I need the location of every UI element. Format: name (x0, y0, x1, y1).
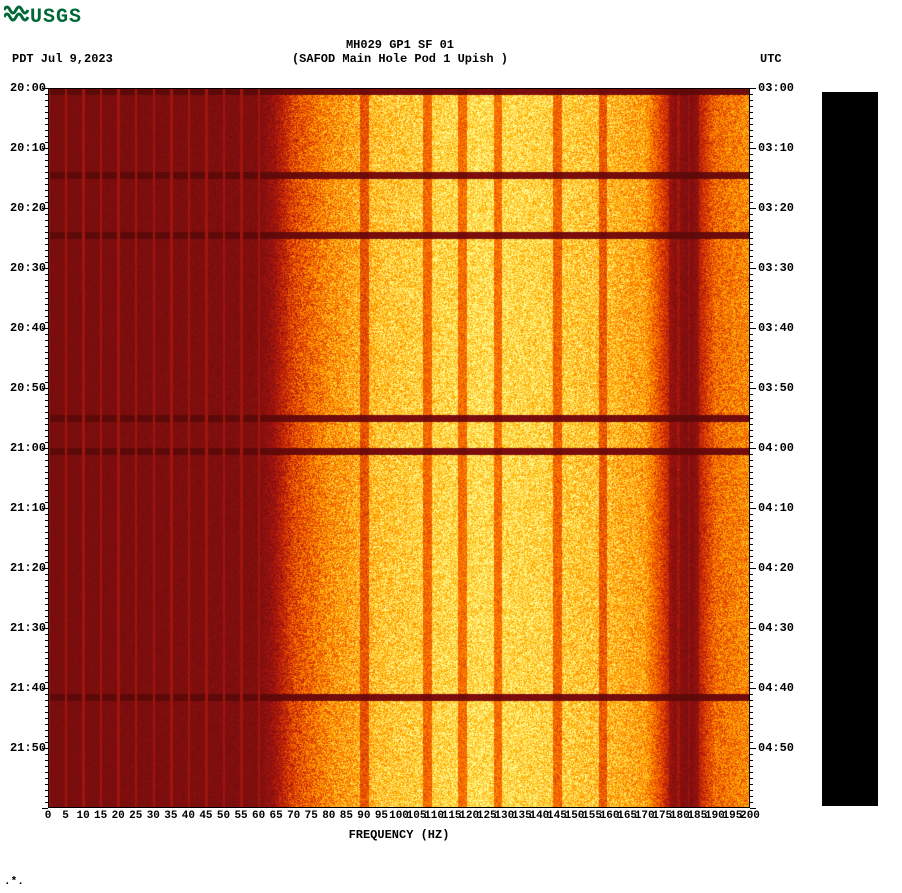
x-tick: 5 (62, 810, 69, 822)
x-axis-ticks: 0510152025303540455055606570758085909510… (48, 810, 750, 826)
colorbar (822, 92, 878, 806)
x-tick: 60 (252, 810, 265, 822)
y-tick-right: 04:50 (758, 741, 794, 755)
y-tick-right: 04:40 (758, 681, 794, 695)
y-tick-right: 04:30 (758, 621, 794, 635)
footnote: .*. (4, 876, 24, 888)
x-tick: 80 (322, 810, 335, 822)
y-tick-right: 03:20 (758, 201, 794, 215)
x-tick: 25 (129, 810, 142, 822)
chart-title-line2: (SAFOD Main Hole Pod 1 Upish ) (0, 52, 800, 66)
y-tick-left: 20:50 (10, 381, 46, 395)
x-axis-label: FREQUENCY (HZ) (48, 828, 750, 842)
y-tick-left: 21:20 (10, 561, 46, 575)
y-tick-right: 03:30 (758, 261, 794, 275)
x-tick: 55 (234, 810, 247, 822)
x-tick: 40 (182, 810, 195, 822)
spectrogram-canvas (48, 88, 750, 808)
y-tick-left: 20:00 (10, 81, 46, 95)
x-tick: 95 (375, 810, 388, 822)
y-tick-left: 21:00 (10, 441, 46, 455)
y-axis-right-ticks: 03:0003:1003:2003:3003:4003:5004:0004:10… (752, 88, 802, 808)
y-tick-right: 03:00 (758, 81, 794, 95)
y-tick-left: 21:40 (10, 681, 46, 695)
x-tick: 10 (76, 810, 89, 822)
y-tick-right: 03:50 (758, 381, 794, 395)
x-tick: 15 (94, 810, 107, 822)
y-tick-right: 04:10 (758, 501, 794, 515)
x-tick: 0 (45, 810, 52, 822)
usgs-wave-icon (4, 4, 30, 29)
y-tick-left: 20:10 (10, 141, 46, 155)
x-tick: 200 (740, 810, 760, 822)
header-date-left: PDT Jul 9,2023 (12, 52, 113, 66)
x-tick: 85 (340, 810, 353, 822)
header-tz-right: UTC (760, 52, 782, 66)
y-tick-left: 21:30 (10, 621, 46, 635)
y-tick-left: 21:50 (10, 741, 46, 755)
usgs-logo-text: USGS (30, 6, 82, 29)
y-tick-right: 04:20 (758, 561, 794, 575)
x-tick: 20 (112, 810, 125, 822)
x-tick: 65 (270, 810, 283, 822)
y-tick-right: 04:00 (758, 441, 794, 455)
usgs-logo: USGS (4, 4, 82, 29)
y-tick-left: 21:10 (10, 501, 46, 515)
x-tick: 50 (217, 810, 230, 822)
y-tick-right: 03:10 (758, 141, 794, 155)
y-tick-left: 20:20 (10, 201, 46, 215)
spectrogram-plot (48, 88, 750, 808)
y-tick-left: 20:40 (10, 321, 46, 335)
chart-title: MH029 GP1 SF 01 (SAFOD Main Hole Pod 1 U… (0, 38, 800, 66)
y-tick-right: 03:40 (758, 321, 794, 335)
x-tick: 45 (199, 810, 212, 822)
y-tick-left: 20:30 (10, 261, 46, 275)
x-tick: 75 (305, 810, 318, 822)
x-tick: 90 (357, 810, 370, 822)
x-tick: 70 (287, 810, 300, 822)
x-tick: 35 (164, 810, 177, 822)
x-tick: 30 (147, 810, 160, 822)
chart-title-line1: MH029 GP1 SF 01 (0, 38, 800, 52)
